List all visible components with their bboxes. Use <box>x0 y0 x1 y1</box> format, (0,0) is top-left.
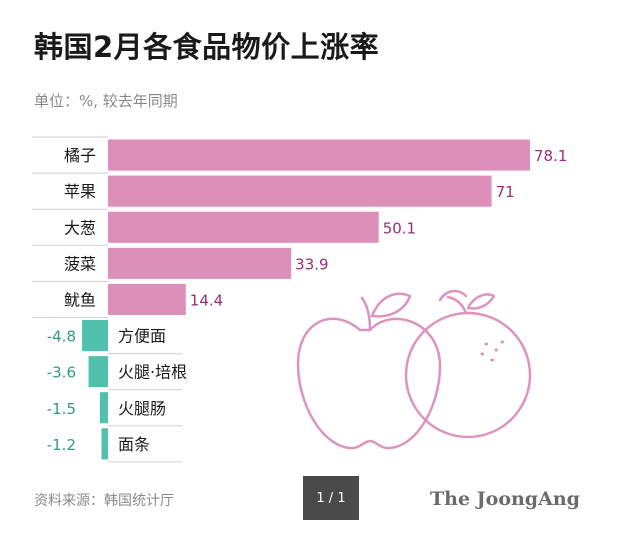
category-label: 苹果 <box>64 182 96 201</box>
chart-subtitle: 单位：%, 较去年同期 <box>34 92 178 110</box>
fruit-illustration-icon <box>296 289 532 450</box>
page-indicator[interactable]: 1 / 1 <box>303 476 359 520</box>
category-label: 火腿肠 <box>118 399 166 418</box>
data-label: -4.8 <box>47 328 76 346</box>
data-label: -3.6 <box>47 364 76 382</box>
data-label: -1.5 <box>47 400 76 418</box>
data-label: 33.9 <box>295 255 328 273</box>
bar <box>108 283 186 315</box>
data-label: -1.2 <box>47 436 76 454</box>
chart-title: 韩国2月各食品物价上涨率 <box>34 30 380 64</box>
category-label: 鱿鱼 <box>64 290 96 309</box>
bar <box>108 175 492 207</box>
bars-group: 橘子 78.1 苹果 71 大葱 50.1 菠菜 33.9 鱿鱼 14.4 方便面 -4.8 火腿·培根… <box>32 136 567 463</box>
bar <box>99 392 108 424</box>
data-label: 78.1 <box>534 147 567 165</box>
bar <box>101 428 108 460</box>
category-label: 面条 <box>118 435 150 454</box>
data-label: 71 <box>496 183 515 201</box>
bar <box>88 356 108 388</box>
bar <box>82 320 108 352</box>
bar <box>108 247 292 279</box>
category-label: 火腿·培根 <box>118 363 187 382</box>
bar <box>108 139 530 171</box>
category-label: 方便面 <box>118 327 166 346</box>
data-label: 14.4 <box>190 291 223 309</box>
category-label: 菠菜 <box>64 254 96 273</box>
brand-logo: The JoongAng <box>430 488 580 510</box>
source-note: 资料来源：韩国统计厅 <box>34 493 174 509</box>
bar <box>108 211 379 243</box>
category-label: 橘子 <box>64 146 96 165</box>
data-label: 50.1 <box>383 219 416 237</box>
category-label: 大葱 <box>64 218 96 237</box>
